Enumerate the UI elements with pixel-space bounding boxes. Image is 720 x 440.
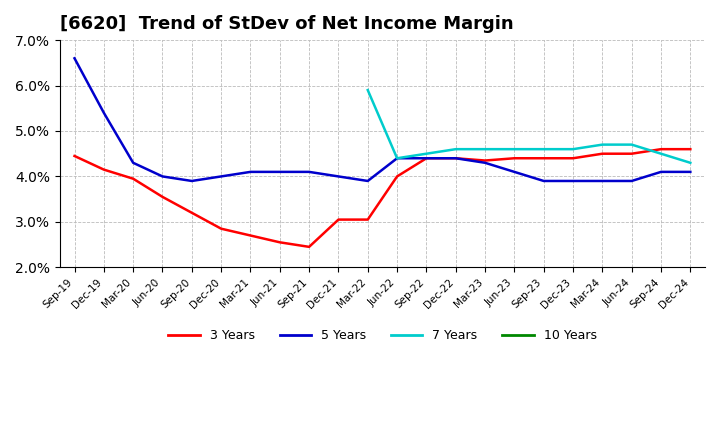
- Text: [6620]  Trend of StDev of Net Income Margin: [6620] Trend of StDev of Net Income Marg…: [60, 15, 513, 33]
- Legend: 3 Years, 5 Years, 7 Years, 10 Years: 3 Years, 5 Years, 7 Years, 10 Years: [163, 324, 601, 348]
